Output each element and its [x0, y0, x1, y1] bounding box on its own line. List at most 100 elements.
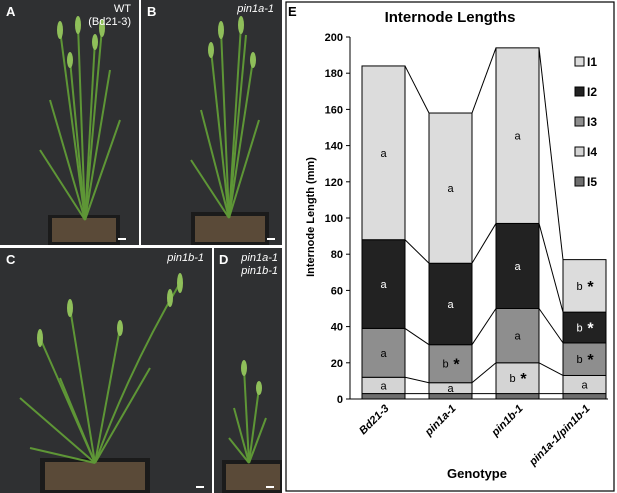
y-tick-label-100: 100 [325, 213, 343, 225]
bar-pin1a-1-i1 [428, 112, 473, 264]
bar-pin1a-1-pin1b-1-i5 [562, 393, 607, 400]
y-tick-label-20: 20 [331, 358, 343, 370]
y-tick-label-160: 160 [325, 104, 343, 116]
y-tick-label-60: 60 [331, 285, 343, 297]
plant-photo-c [19, 273, 204, 493]
segment-label-pin1a-1-i1: a [447, 183, 454, 195]
panel-a-caption-line-2: (Bd21-3) [88, 16, 131, 28]
significance-mark-pin1b-1-i4: * [520, 371, 527, 388]
bar-connectors [404, 47, 564, 395]
x-tick-label-pin1a-1: pin1a-1 [422, 403, 458, 439]
y-tick-label-40: 40 [331, 322, 343, 334]
segment-label-pin1a-1-pin1b-1-i1: b [576, 281, 582, 293]
bar-pin1a-1-pin1b-1-i1 [562, 259, 607, 313]
x-tick-label-pin1a-1-pin1b-1: pin1a-1/pin1b-1 [526, 403, 592, 469]
segment-label-pin1a-1-pin1b-1-i4: a [581, 380, 588, 392]
panel-d-caption-line-1: pin1a-1 [241, 252, 278, 264]
panel-letter-b: B [147, 4, 157, 19]
legend-swatch-i5 [574, 176, 585, 187]
connector-pin1b-1-i3 [538, 308, 564, 344]
bar-pin1b-1-i2 [495, 222, 540, 309]
legend-swatch-i1 [574, 56, 585, 67]
x-tick-label-bd21-3: Bd21-3 [357, 403, 391, 437]
legend-label-i4: I4 [587, 145, 597, 159]
panel-letter-a: A [6, 4, 16, 19]
photo-panel-a: A WT (Bd21-3) [0, 0, 139, 245]
y-axis-ticks: 0 20 40 60 80 100 120 140 160 180 200 [325, 32, 350, 406]
bar-pin1a-1-pin1b-1-i3 [562, 342, 607, 376]
significance-mark-pin1a-1-pin1b-1-i1: * [587, 279, 594, 296]
bar-pin1a-1-pin1b-1-i2 [562, 311, 607, 344]
segment-label-pin1b-1-i1: a [514, 131, 521, 143]
x-axis-label: Genotype [447, 466, 507, 481]
legend: I1 I2 I3 I4 I5 [574, 55, 597, 189]
y-tick-label-180: 180 [325, 68, 343, 80]
chart-frame [285, 1, 615, 492]
legend-label-i2: I2 [587, 85, 597, 99]
chart-panel-e: E Internode Lengths Genotype Internode L… [282, 0, 617, 493]
bar-bd21-3-i3 [361, 327, 406, 378]
internode-length-chart: E Internode Lengths Genotype Internode L… [285, 1, 615, 492]
significance-mark-pin1a-1-pin1b-1-i2: * [587, 321, 594, 338]
legend-swatch-i4 [574, 146, 585, 157]
segment-label-pin1a-1-pin1b-1-i3: b [576, 354, 582, 366]
segment-label-bd21-3-i4: a [380, 380, 387, 392]
bar-pin1b-1-i5 [495, 393, 540, 400]
bar-bd21-3-i2 [361, 239, 406, 329]
legend-label-i5: I5 [587, 175, 597, 189]
bar-bd21-3-i5 [361, 393, 406, 400]
plant-photo-b [190, 16, 275, 245]
y-tick-label-200: 200 [325, 32, 343, 44]
segment-label-bd21-3-i1: a [380, 148, 387, 160]
significance-mark-pin1a-1-pin1b-1-i3: * [587, 352, 594, 369]
connector-pin1a-1-i4 [471, 362, 497, 384]
bar-pin1b-1-i4 [495, 362, 540, 395]
panel-d-caption-line-2: pin1b-1 [241, 265, 278, 277]
segment-label-pin1b-1-i2: a [514, 261, 521, 273]
panel-d-caption: pin1a-1 pin1b-1 [241, 252, 278, 278]
significance-mark-pin1a-1-i3: * [453, 357, 460, 374]
connector-pin1b-1-i1 [538, 47, 564, 260]
x-axis-tick-labels: Bd21-3 pin1a-1 pin1b-1 pin1a-1/pin1b-1 [357, 403, 592, 469]
legend-label-i1: I1 [587, 55, 597, 69]
panel-b-caption-line-1: pin1a-1 [237, 3, 274, 15]
y-tick-label-140: 140 [325, 141, 343, 153]
connector-pin1a-1-i1 [471, 47, 497, 114]
connector-bd21-3-i4 [404, 376, 430, 384]
bar-pin1b-1-i3 [495, 308, 540, 364]
photo-panel-d: D pin1a-1 pin1b-1 [214, 248, 282, 493]
connector-pin1a-1-i3 [471, 308, 497, 345]
segment-label-pin1b-1-i3: a [514, 331, 521, 343]
y-tick-label-80: 80 [331, 249, 343, 261]
segment-label-bd21-3-i2: a [380, 279, 387, 291]
chart-title: Internode Lengths [385, 9, 516, 26]
y-tick-label-0: 0 [337, 394, 343, 406]
segment-label-pin1a-1-i4: a [447, 383, 454, 395]
connector-pin1a-1-i2 [471, 223, 497, 264]
bar-pin1a-1-i3 [428, 344, 473, 384]
segment-label-pin1a-1-i3: b [442, 359, 448, 371]
legend-label-i3: I3 [587, 115, 597, 129]
legend-swatch-i2 [574, 86, 585, 97]
panel-letter-c: C [6, 252, 16, 267]
panel-a-caption: WT (Bd21-3) [88, 3, 131, 29]
legend-swatch-i3 [574, 116, 585, 127]
segment-label-bd21-3-i3: a [380, 348, 387, 360]
stacked-bars [361, 47, 607, 400]
panel-a-caption-line-1: WT [113, 3, 131, 15]
bar-pin1a-1-i2 [428, 262, 473, 346]
panel-letter-e: E [288, 4, 297, 19]
bar-bd21-3-i1 [361, 65, 406, 241]
bar-pin1b-1-i1 [495, 47, 540, 224]
segment-label-pin1b-1-i4: b [509, 373, 515, 385]
connector-bd21-3-i1 [404, 65, 430, 114]
connector-bd21-3-i2 [404, 239, 430, 264]
x-tick-label-pin1b-1: pin1b-1 [489, 403, 526, 440]
connector-pin1b-1-i2 [538, 223, 564, 313]
photo-panel-c: C pin1b-1 [0, 248, 212, 493]
panel-b-caption: pin1a-1 [237, 3, 274, 16]
y-axis-label: Internode Length (mm) [305, 157, 317, 277]
connector-bd21-3-i3 [404, 327, 430, 346]
segment-label-pin1a-1-i2: a [447, 299, 454, 311]
segment-label-pin1a-1-pin1b-1-i2: b [576, 323, 582, 335]
